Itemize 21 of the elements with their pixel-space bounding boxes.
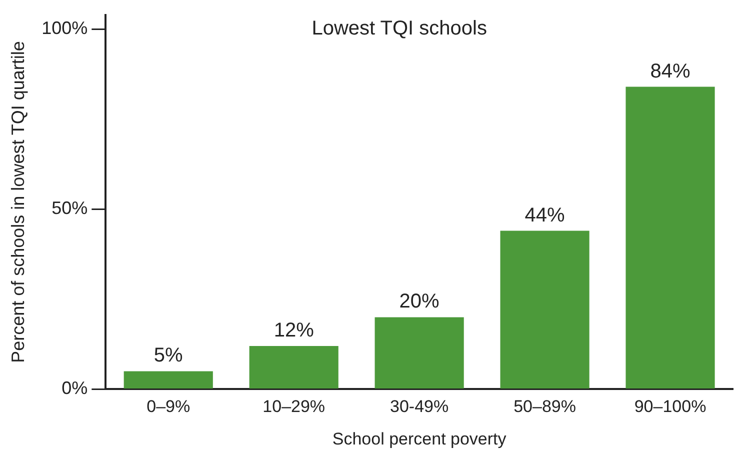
bar xyxy=(124,371,213,388)
data-label: 12% xyxy=(274,320,314,342)
x-tick-label: 30-49% xyxy=(390,397,449,416)
x-axis-title: School percent poverty xyxy=(332,429,507,448)
bar xyxy=(249,346,338,388)
bar xyxy=(374,317,464,388)
x-tick-label: 0–9% xyxy=(146,397,190,416)
x-tick-label: 10–29% xyxy=(262,397,326,416)
x-tick-label: 90–100% xyxy=(634,397,706,416)
chart-title: Lowest TQI schools xyxy=(312,17,487,40)
y-tick-label: 50% xyxy=(52,198,88,218)
data-label: 84% xyxy=(650,60,690,82)
data-label: 44% xyxy=(524,204,566,226)
y-tick-label: 0% xyxy=(62,378,88,398)
y-axis-title: Percent of schools in lowest TQI quartile xyxy=(8,41,28,363)
bar xyxy=(626,86,715,388)
y-tick-label: 100% xyxy=(42,18,88,38)
data-label: 20% xyxy=(399,290,440,313)
data-label: 5% xyxy=(154,344,184,367)
x-tick-label: 50–89% xyxy=(514,397,576,416)
bar xyxy=(500,230,590,388)
